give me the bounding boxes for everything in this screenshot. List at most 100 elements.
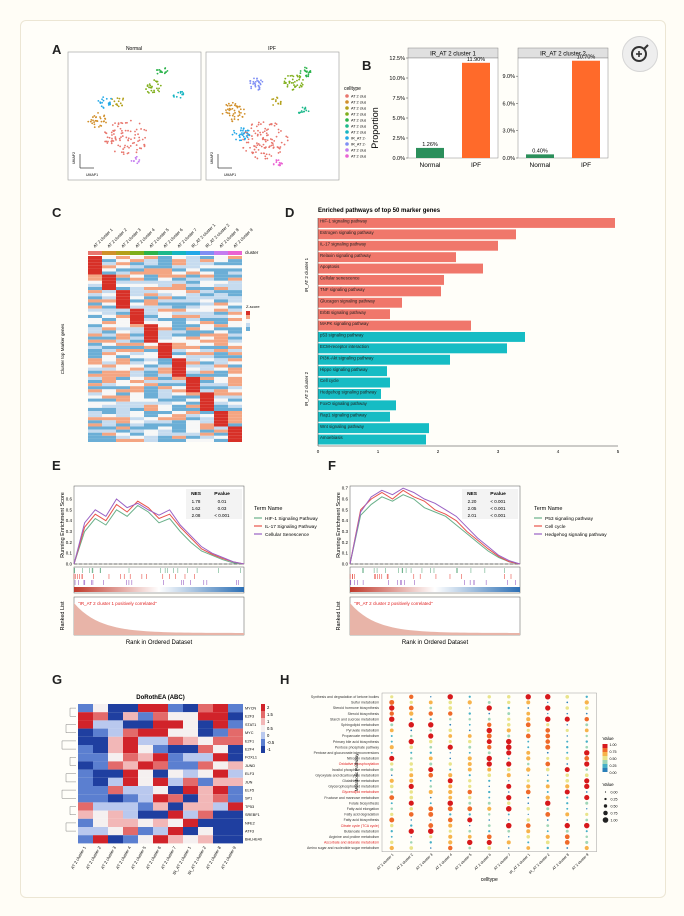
umap-point [236,105,239,108]
pathway-label: Relaxin signaling pathway [320,253,372,258]
metabolic-dot [546,779,549,782]
heatmap-cell [214,330,228,334]
heatmap-cell [158,333,172,337]
metabolic-dot [467,839,473,846]
metabolic-row-label: Pyruvate metabolism [346,729,379,733]
heatmap-cell [200,305,214,309]
heatmap-cell [172,411,186,415]
heatmap-cell [88,333,102,337]
heatmap-cell [88,259,102,263]
heatmap-cell [214,407,228,411]
heatmap-cell [214,302,228,306]
heatmap-cell [228,324,242,328]
metabolic-dot [409,790,413,794]
dorothea-cell [153,728,168,737]
heatmap-cell [144,398,158,402]
heatmap-cell [144,283,158,287]
heatmap-cell [144,318,158,322]
dorothea-row-label: E2F3 [245,715,254,719]
dorothea-cell [168,704,183,713]
umap-point [230,104,233,107]
heatmap-cell [228,438,242,442]
heatmap-cell [214,380,228,384]
heatmap-cell [116,358,130,362]
heatmap-cell [214,423,228,427]
heatmap-cell [144,349,158,353]
heatmap-cell [200,355,214,359]
metabolic-row-label: Synthesis and degradation of ketone bodi… [311,695,379,699]
dorothea-scale-swatch [261,711,265,718]
heatmap-cell [102,380,116,384]
metabolic-dot [467,789,472,795]
umap-point [242,146,245,149]
metabolic-dot [507,791,510,793]
gsea-table-cell: 2.20 [468,499,477,504]
pathway-label: Wnt signaling pathway [320,424,365,429]
dorothea-cell [168,802,183,811]
metabolic-dot [447,778,453,784]
metabolic-dot [545,739,551,744]
umap-point [249,80,251,82]
umap-point [287,75,289,77]
heatmap-cell [88,367,102,371]
heatmap-cell [130,411,144,415]
metabolic-dot [430,819,432,821]
heatmap-cell [144,280,158,284]
metabolic-dot [428,806,434,812]
zoom-button[interactable] [622,36,658,72]
umap-point [151,91,154,94]
heatmap-cell [228,256,242,260]
umap-point [255,151,257,154]
umap-point [298,112,301,114]
heatmap-cell [102,327,116,331]
dorothea-cell [123,769,138,778]
metabolic-dot [448,711,453,716]
heatmap-cell [144,364,158,368]
heatmap-cell [214,420,228,424]
umap-point [150,89,153,92]
size-legend-dot [604,797,607,801]
heatmap-cell [228,287,242,291]
heatmap-cell [130,389,144,393]
heatmap-cell [158,268,172,272]
gsea-table-cell: 1.62 [192,506,201,511]
heatmap-cell [200,314,214,318]
heatmap-cell [130,314,144,318]
heatmap-cell [186,417,200,421]
heatmap-cell [88,283,102,287]
umap-point [136,162,139,165]
umap-point [124,122,127,124]
umap-point [241,134,244,137]
umap-point [130,138,132,141]
heatmap-cell [228,383,242,387]
umap-point [230,118,233,121]
metabolic-dot [526,717,531,722]
umap-point [113,100,116,103]
heatmap-cell [130,296,144,300]
heatmap-cell [88,392,102,396]
metabolic-dot [584,700,589,705]
bar-ytick-label: 6.0% [502,101,515,107]
dorothea-cell [153,794,168,803]
umap-point [237,118,240,121]
heatmap-cell [88,361,102,365]
metabolic-dot [505,806,512,812]
umap-point [242,132,245,135]
heatmap-cell [158,342,172,346]
umap-point [112,140,115,142]
dorothea-cell [93,827,108,836]
dorothea-cell [78,827,93,836]
metabolic-dot [428,823,434,829]
heatmap-cell [228,293,242,297]
umap-point [279,103,282,106]
metabolic-dot [585,812,589,817]
metabolic-xlabel: celltype [481,877,498,883]
heatmap-cell [144,401,158,405]
heatmap-cell [116,311,130,315]
dorothea-cell [198,712,213,721]
umap-point [93,126,96,129]
umap-point [300,85,303,88]
heatmap-cell [158,414,172,418]
metabolic-dot [545,728,551,733]
heatmap-cell [116,373,130,377]
